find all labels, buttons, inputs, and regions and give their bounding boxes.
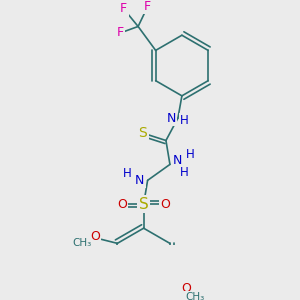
- Text: O: O: [181, 281, 191, 295]
- Text: N: N: [173, 154, 183, 167]
- Text: CH₃: CH₃: [73, 238, 92, 248]
- Text: H: H: [180, 166, 189, 179]
- Text: S: S: [139, 197, 148, 212]
- Text: N: N: [167, 112, 176, 125]
- Text: S: S: [138, 125, 147, 140]
- Text: F: F: [144, 0, 151, 13]
- Text: H: H: [123, 167, 132, 181]
- Text: O: O: [160, 198, 170, 211]
- Text: CH₃: CH₃: [185, 292, 204, 300]
- Text: H: H: [185, 148, 194, 161]
- Text: F: F: [120, 2, 127, 15]
- Text: N: N: [135, 174, 144, 187]
- Text: O: O: [90, 230, 100, 244]
- Text: F: F: [117, 26, 124, 39]
- Text: H: H: [180, 114, 189, 127]
- Text: O: O: [117, 198, 127, 211]
